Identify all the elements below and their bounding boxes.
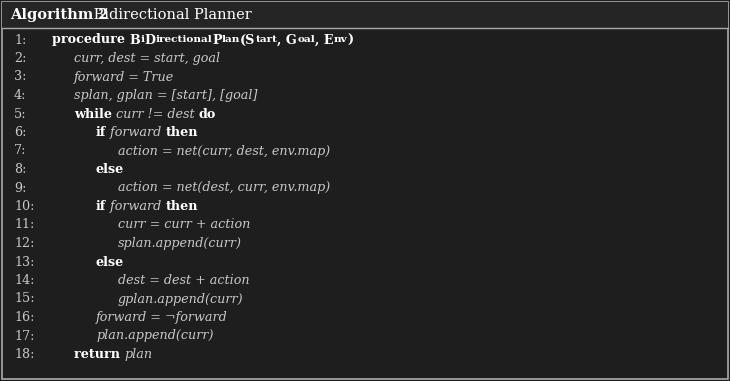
Text: lan: lan <box>222 35 240 45</box>
Text: if: if <box>96 126 107 139</box>
Text: irectional: irectional <box>155 35 212 45</box>
Text: while: while <box>74 107 112 120</box>
Text: action = net(dest, curr, env.map): action = net(dest, curr, env.map) <box>118 181 330 194</box>
Text: 18:: 18: <box>14 348 34 361</box>
Text: procedure: procedure <box>52 34 129 46</box>
Text: then: then <box>166 200 198 213</box>
Text: 6:: 6: <box>14 126 26 139</box>
Text: return: return <box>74 348 125 361</box>
Text: 11:: 11: <box>14 218 34 232</box>
Text: forward = True: forward = True <box>74 70 174 83</box>
Text: forward: forward <box>107 200 166 213</box>
Text: curr = curr + action: curr = curr + action <box>118 218 250 232</box>
Text: splan, gplan = [start], [goal]: splan, gplan = [start], [goal] <box>74 89 258 102</box>
Text: oal: oal <box>297 35 315 45</box>
Text: nv: nv <box>334 35 347 45</box>
Text: 12:: 12: <box>14 237 34 250</box>
Text: if: if <box>96 200 107 213</box>
Text: 4:: 4: <box>14 89 26 102</box>
Text: plan.append(curr): plan.append(curr) <box>96 330 213 343</box>
Text: 17:: 17: <box>14 330 34 343</box>
Bar <box>2 2 728 28</box>
Text: P: P <box>212 34 222 46</box>
Text: else: else <box>96 163 124 176</box>
Text: 10:: 10: <box>14 200 34 213</box>
Text: 14:: 14: <box>14 274 34 287</box>
Text: curr != dest: curr != dest <box>112 107 199 120</box>
Text: 13:: 13: <box>14 256 34 269</box>
Text: forward = ¬forward: forward = ¬forward <box>96 311 228 324</box>
Text: dest = dest + action: dest = dest + action <box>118 274 250 287</box>
Text: 16:: 16: <box>14 311 34 324</box>
Text: i: i <box>140 35 145 45</box>
Text: Bidirectional Planner: Bidirectional Planner <box>89 8 252 22</box>
Text: 7:: 7: <box>14 144 26 157</box>
Text: gplan.append(curr): gplan.append(curr) <box>118 293 244 306</box>
Text: B: B <box>129 34 140 46</box>
Text: curr, dest = start, goal: curr, dest = start, goal <box>74 52 220 65</box>
Text: else: else <box>96 256 124 269</box>
Text: 15:: 15: <box>14 293 34 306</box>
Text: tart: tart <box>255 35 277 45</box>
Text: , G: , G <box>277 34 297 46</box>
Text: Algorithm 2: Algorithm 2 <box>10 8 109 22</box>
Text: 5:: 5: <box>14 107 26 120</box>
Text: ): ) <box>347 34 353 46</box>
Text: (S: (S <box>240 34 256 46</box>
Text: do: do <box>199 107 216 120</box>
Text: then: then <box>166 126 198 139</box>
Text: 9:: 9: <box>14 181 26 194</box>
Text: splan.append(curr): splan.append(curr) <box>118 237 242 250</box>
Text: action = net(curr, dest, env.map): action = net(curr, dest, env.map) <box>118 144 330 157</box>
Text: 2:: 2: <box>14 52 26 65</box>
Text: 3:: 3: <box>14 70 26 83</box>
Text: D: D <box>145 34 155 46</box>
Text: , E: , E <box>315 34 334 46</box>
Text: forward: forward <box>107 126 166 139</box>
Text: plan: plan <box>125 348 153 361</box>
Text: 8:: 8: <box>14 163 26 176</box>
Text: 1:: 1: <box>14 34 26 46</box>
